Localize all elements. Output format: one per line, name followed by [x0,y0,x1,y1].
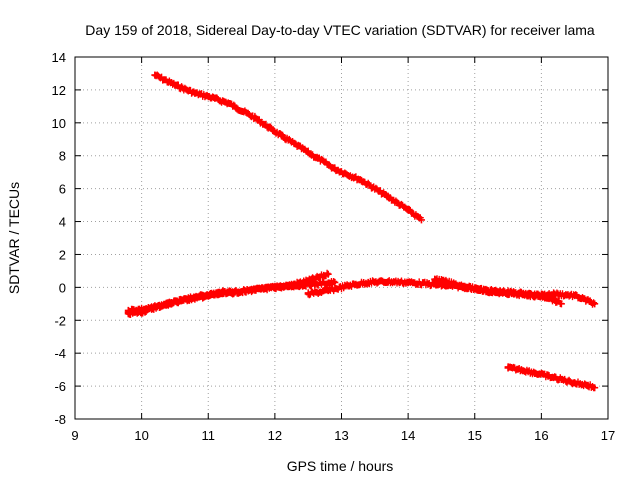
grid [75,57,608,419]
data-point-trail [171,81,198,97]
data-point-trail [571,291,598,308]
series-satellite-c [124,278,339,316]
data-point-trail [404,278,431,289]
y-axis-label: SDTVAR / TECUs [6,182,22,294]
ticks: 9 10 11 12 13 14 15 16 17 -8 -6 -4 -2 0 2 4 6 8 10 12 14 [52,50,616,443]
data-point-trail [311,278,338,289]
data-point-trail [218,286,251,298]
series-satellite-a [151,71,425,224]
y-tick-label: -8 [54,412,66,427]
data-point-trail [404,205,424,222]
y-tick-label: 6 [59,182,66,197]
data-point-trail [331,164,364,184]
y-tick-label: 4 [59,215,66,230]
series-satellite-e [431,275,599,308]
y-tick-label: 10 [52,116,66,131]
data-points [124,71,599,392]
y-tick-label: -2 [54,313,66,328]
x-tick-label: 16 [534,428,548,443]
y-tick-label: -6 [54,379,66,394]
y-tick-label: 2 [59,247,66,262]
x-tick-label: 15 [468,428,482,443]
data-point-trail [191,288,224,303]
data-point-trail [384,192,411,213]
series-satellite-f [504,363,599,392]
y-tick-label: 0 [59,280,66,295]
data-point-trail [144,299,171,312]
y-tick-label: 14 [52,50,66,65]
x-axis-label: GPS time / hours [287,458,394,474]
y-tick-label: 12 [52,83,66,98]
x-tick-label: 10 [134,428,148,443]
data-point-trail [358,177,391,201]
y-tick-label: -4 [54,346,66,361]
x-tick-label: 11 [202,428,216,443]
x-tick-label: 14 [401,428,415,443]
data-point-trail [571,378,591,390]
x-tick-label: 9 [71,428,78,443]
data-point-trail [531,369,551,381]
data-point-trail [204,93,231,108]
data-point-trail [551,289,578,301]
data-point-trail [584,381,598,392]
x-tick-label: 17 [601,428,615,443]
data-point-trail [278,131,311,155]
chart-title: Day 159 of 2018, Sidereal Day-to-day VTE… [85,22,595,38]
x-tick-label: 12 [268,428,282,443]
x-tick-label: 13 [334,428,348,443]
data-point-trail [151,71,178,88]
y-tick-label: 8 [59,149,66,164]
data-point-trail [424,279,451,290]
